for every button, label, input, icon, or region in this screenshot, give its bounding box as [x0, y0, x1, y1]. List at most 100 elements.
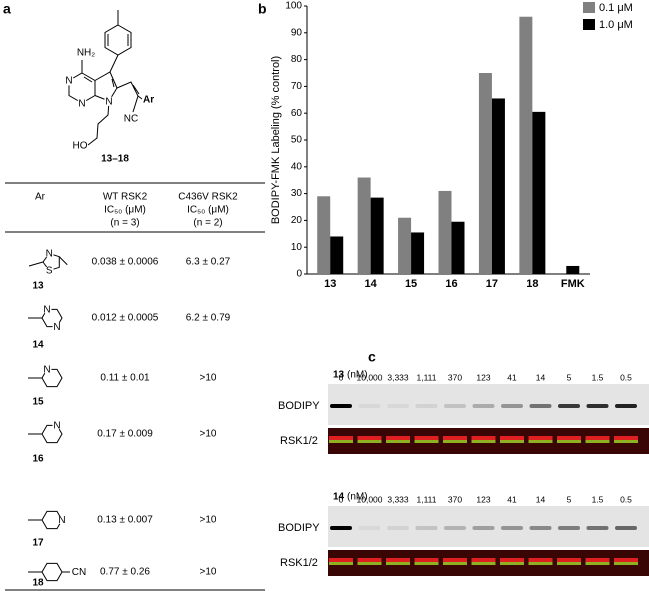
bar: [532, 111, 546, 274]
ic50-c436v: 6.2 ± 0.79: [186, 313, 231, 324]
legend-swatch: [583, 2, 595, 13]
table-header: (n = 2): [193, 218, 222, 229]
rsk-band-green: [329, 562, 353, 565]
bodipy-band: [558, 526, 580, 530]
rsk-band-red: [443, 436, 467, 440]
rsk-band-green: [443, 562, 467, 565]
lane-label: 1,111: [416, 372, 436, 382]
bodipy-band: [586, 526, 609, 530]
bar: [330, 236, 344, 274]
rsk-band-green: [614, 562, 638, 565]
rsk-band-green: [585, 440, 610, 443]
blot-row-label: BODIPY: [278, 522, 320, 534]
atom-mask: [74, 567, 84, 577]
atom-label: N: [43, 304, 50, 315]
ic50-wt: 0.17 ± 0.009: [97, 429, 153, 440]
ic50-wt: 0.11 ± 0.01: [100, 373, 150, 384]
rsk-band-red: [557, 436, 581, 440]
y-tick-label: 50: [291, 135, 303, 146]
atom-label: N: [58, 515, 65, 526]
bodipy-band: [586, 404, 609, 408]
table-header: WT RSK2: [103, 192, 148, 203]
rsk-band-green: [414, 562, 439, 565]
blot-compound: 13: [333, 370, 345, 381]
rsk-band-red: [500, 558, 524, 562]
rsk-band-red: [557, 558, 581, 562]
bar: [398, 217, 412, 274]
y-tick-label: 60: [291, 108, 303, 119]
atom-mask: [44, 248, 54, 258]
rsk-band-green: [471, 440, 496, 443]
bond: [58, 256, 68, 266]
bodipy-band: [330, 526, 352, 530]
y-tick-label: 0: [296, 269, 302, 280]
lane-label: 41: [507, 494, 517, 504]
bodipy-band: [415, 526, 438, 530]
rsk-band-green: [614, 440, 638, 443]
y-tick-label: 30: [291, 188, 303, 199]
compound-number: 14: [32, 340, 44, 351]
lane-label: 5: [567, 494, 572, 504]
rsk-band-red: [357, 558, 382, 562]
lane-label: 0: [339, 372, 344, 382]
rsk-band-red: [471, 436, 496, 440]
rsk-band-green: [528, 440, 553, 443]
rsk-band-red: [414, 436, 439, 440]
compound-number: 13: [32, 281, 44, 292]
bodipy-band: [529, 404, 552, 408]
y-tick-label: 90: [291, 27, 303, 38]
bodipy-band: [358, 526, 381, 530]
x-tick-label: 16: [445, 278, 457, 290]
lane-label: 0: [339, 494, 344, 504]
lane-label: 14: [536, 372, 546, 382]
atom-label: Ar: [143, 95, 154, 106]
atom-label: N: [53, 420, 60, 431]
blot-row-label: RSK1/2: [280, 557, 318, 569]
table-header: IC₅₀ (μM): [187, 205, 229, 216]
atom-label: N: [53, 322, 60, 333]
bodipy-band: [444, 526, 466, 530]
blot-compound: 14: [333, 492, 345, 503]
lane-label: 41: [507, 372, 517, 382]
bodipy-band: [501, 404, 523, 408]
rsk-band-red: [357, 436, 382, 440]
blot-row-label: RSK1/2: [280, 435, 318, 447]
rsk-band-green: [557, 440, 581, 443]
ic50-c436v: >10: [200, 567, 217, 578]
bodipy-band: [501, 526, 523, 530]
rsk-band-green: [386, 440, 410, 443]
ic50-wt: 0.012 ± 0.0005: [92, 313, 159, 324]
bar: [519, 16, 533, 274]
atom-mask: [42, 304, 52, 314]
panel-label: a: [3, 1, 11, 17]
table-header: Ar: [35, 192, 46, 203]
rsk-band-green: [443, 440, 467, 443]
atom-label: N: [78, 99, 85, 110]
bodipy-band: [472, 404, 495, 408]
rsk-band-green: [500, 440, 524, 443]
table-header: (n = 3): [110, 218, 139, 229]
rsk-band-red: [386, 436, 410, 440]
chemical-structure: NH₂ N N N HO NC Ar 13–18: [64, 10, 154, 165]
ic50-c436v: 6.3 ± 0.27: [186, 257, 231, 268]
atom-label: HO: [73, 141, 88, 152]
panel-label: c: [368, 349, 376, 365]
atom-mask: [52, 322, 62, 332]
ic50-wt: 0.13 ± 0.007: [97, 515, 153, 526]
lane-label: 0.5: [620, 372, 632, 382]
y-axis-label: BODIPY-FMK Labeling (% control): [270, 56, 282, 224]
x-tick-label: FMK: [561, 278, 585, 290]
lane-label: 0.5: [620, 494, 632, 504]
bar: [451, 221, 465, 274]
y-tick-label: 70: [291, 81, 303, 92]
rsk-band-green: [585, 562, 610, 565]
x-tick-label: 17: [486, 278, 498, 290]
y-tick-label: 40: [291, 161, 303, 172]
lane-label: 10,000: [357, 494, 383, 504]
compound-number: 17: [32, 538, 44, 549]
bodipy-band: [472, 526, 495, 530]
rsk-band-green: [357, 440, 382, 443]
y-tick-label: 20: [291, 215, 303, 226]
compound-number: 15: [32, 397, 44, 408]
rsk-band-green: [386, 562, 410, 565]
